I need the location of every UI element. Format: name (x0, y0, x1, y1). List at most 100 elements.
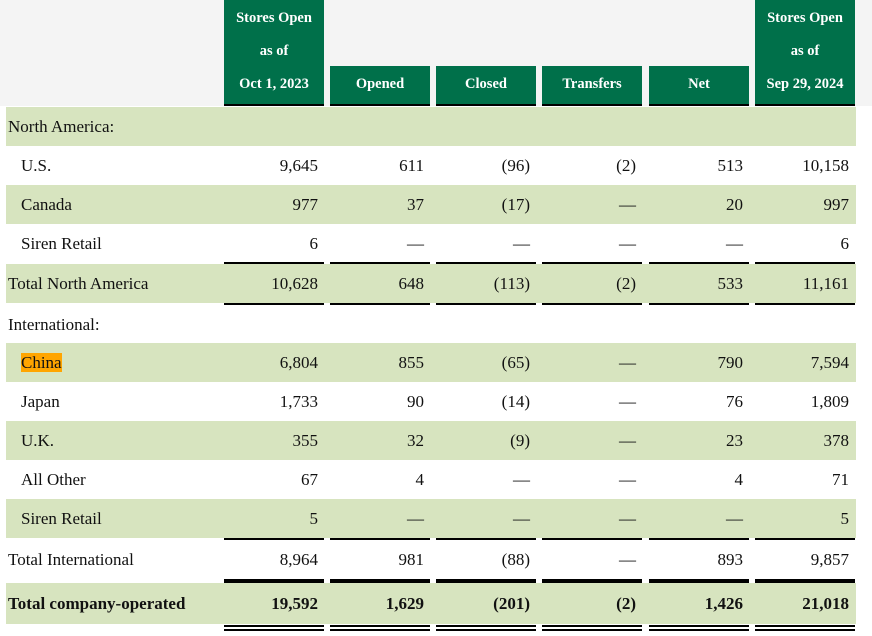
table-row: Siren Retail 6 — — — — 6 (6, 224, 856, 263)
cell-value: — (513, 234, 530, 253)
cell-value: (113) (493, 274, 530, 293)
total-rule-top (330, 538, 430, 540)
cell-value: 5 (840, 509, 850, 528)
cell-value: — (513, 470, 530, 489)
total-rule-bottom (330, 303, 430, 305)
cell-value: 37 (407, 195, 424, 214)
column-header-line: Oct 1, 2023 (239, 76, 309, 92)
cell-value: — (619, 509, 636, 528)
column-header: Stores Open as of Oct 1, 2023 (224, 0, 324, 106)
cell-value: 533 (717, 274, 744, 293)
cell-value: 648 (398, 274, 425, 293)
cell-value: — (726, 509, 743, 528)
column-header: Net (649, 66, 749, 106)
cell-value: 997 (823, 195, 850, 214)
total-rule-bottom (436, 579, 536, 581)
cell-value: 1,426 (704, 594, 743, 613)
cell-value: — (726, 234, 743, 253)
row-label-text: China (21, 353, 62, 372)
total-rule-top (649, 262, 749, 264)
row-label-text: All Other (21, 470, 86, 489)
total-rule-top (542, 581, 642, 583)
row-label: International: (8, 305, 100, 344)
cell-value: 21,018 (802, 594, 849, 613)
total-rule-top (649, 581, 749, 583)
cell-value: 790 (717, 353, 744, 372)
total-rule-top (436, 538, 536, 540)
cell-value: 76 (726, 392, 743, 411)
total-rule-top (224, 538, 324, 540)
total-rule-top (436, 262, 536, 264)
row-label-text: Canada (21, 195, 72, 214)
total-rule-bottom (542, 303, 642, 305)
row-label: Total North America (8, 264, 148, 303)
total-rule-top (755, 262, 855, 264)
double-underline (224, 625, 324, 627)
total-rule-bottom (224, 303, 324, 305)
table-row: North America: (6, 107, 856, 146)
row-label: North America: (8, 107, 114, 146)
column-header-line: Net (688, 76, 710, 92)
total-rule-bottom (542, 579, 642, 581)
column-header-line: Transfers (562, 76, 622, 92)
cell-value: 5 (309, 509, 319, 528)
row-label: Total International (8, 540, 134, 579)
row-label-text: Japan (21, 392, 60, 411)
cell-value: 10,158 (802, 156, 849, 175)
cell-value: — (619, 470, 636, 489)
cell-value: (9) (510, 431, 530, 450)
row-label: Siren Retail (21, 224, 102, 263)
column-header-line: Stores Open (767, 10, 843, 26)
total-rule-bottom (224, 579, 324, 581)
cell-value: 6 (309, 234, 319, 253)
total-rule-bottom (436, 303, 536, 305)
cell-value: 90 (407, 392, 424, 411)
row-label-text: U.S. (21, 156, 52, 175)
double-underline (436, 629, 536, 631)
cell-value: (2) (616, 594, 636, 613)
cell-value: — (407, 509, 424, 528)
cell-value: 513 (717, 156, 744, 175)
cell-value: 9,857 (810, 550, 849, 569)
row-label-text: Siren Retail (21, 509, 102, 528)
cell-value: — (619, 195, 636, 214)
total-rule-top (755, 581, 855, 583)
cell-value: — (619, 353, 636, 372)
cell-value: 8,964 (279, 550, 318, 569)
cell-value: — (619, 550, 636, 569)
cell-value: (17) (501, 195, 530, 214)
cell-value: — (513, 509, 530, 528)
cell-value: 4 (734, 470, 744, 489)
total-rule-top (542, 538, 642, 540)
cell-value: 23 (726, 431, 743, 450)
cell-value: 893 (717, 550, 744, 569)
table-row: China 6,804 855 (65) — 790 7,594 (6, 343, 856, 382)
total-row: Total International 8,964 981 (88) — 893 9,857 (6, 540, 856, 579)
cell-value: (2) (616, 274, 636, 293)
total-rule-top (436, 581, 536, 583)
row-label: Japan (21, 382, 60, 421)
double-underline (649, 629, 749, 631)
double-underline (436, 625, 536, 627)
cell-value: 6 (840, 234, 850, 253)
cell-value: 67 (301, 470, 318, 489)
row-label: Siren Retail (21, 499, 102, 538)
row-label-text: Siren Retail (21, 234, 102, 253)
cell-value: — (407, 234, 424, 253)
cell-value: (65) (501, 353, 530, 372)
row-label: Total company-operated (8, 583, 185, 622)
double-underline (330, 625, 430, 627)
total-rule-top (224, 581, 324, 583)
cell-value: 6,804 (279, 353, 318, 372)
row-label: All Other (21, 460, 86, 499)
column-header-line: as of (259, 43, 289, 59)
cell-value: 611 (399, 156, 424, 175)
total-rule-top (330, 262, 430, 264)
total-rule-top (542, 262, 642, 264)
cell-value: 32 (407, 431, 424, 450)
total-row: Total North America 10,628 648 (113) (2) 533 1… (6, 264, 856, 303)
total-rule-bottom (649, 303, 749, 305)
cell-value: — (619, 431, 636, 450)
double-underline (224, 629, 324, 631)
total-rule-bottom (330, 579, 430, 581)
